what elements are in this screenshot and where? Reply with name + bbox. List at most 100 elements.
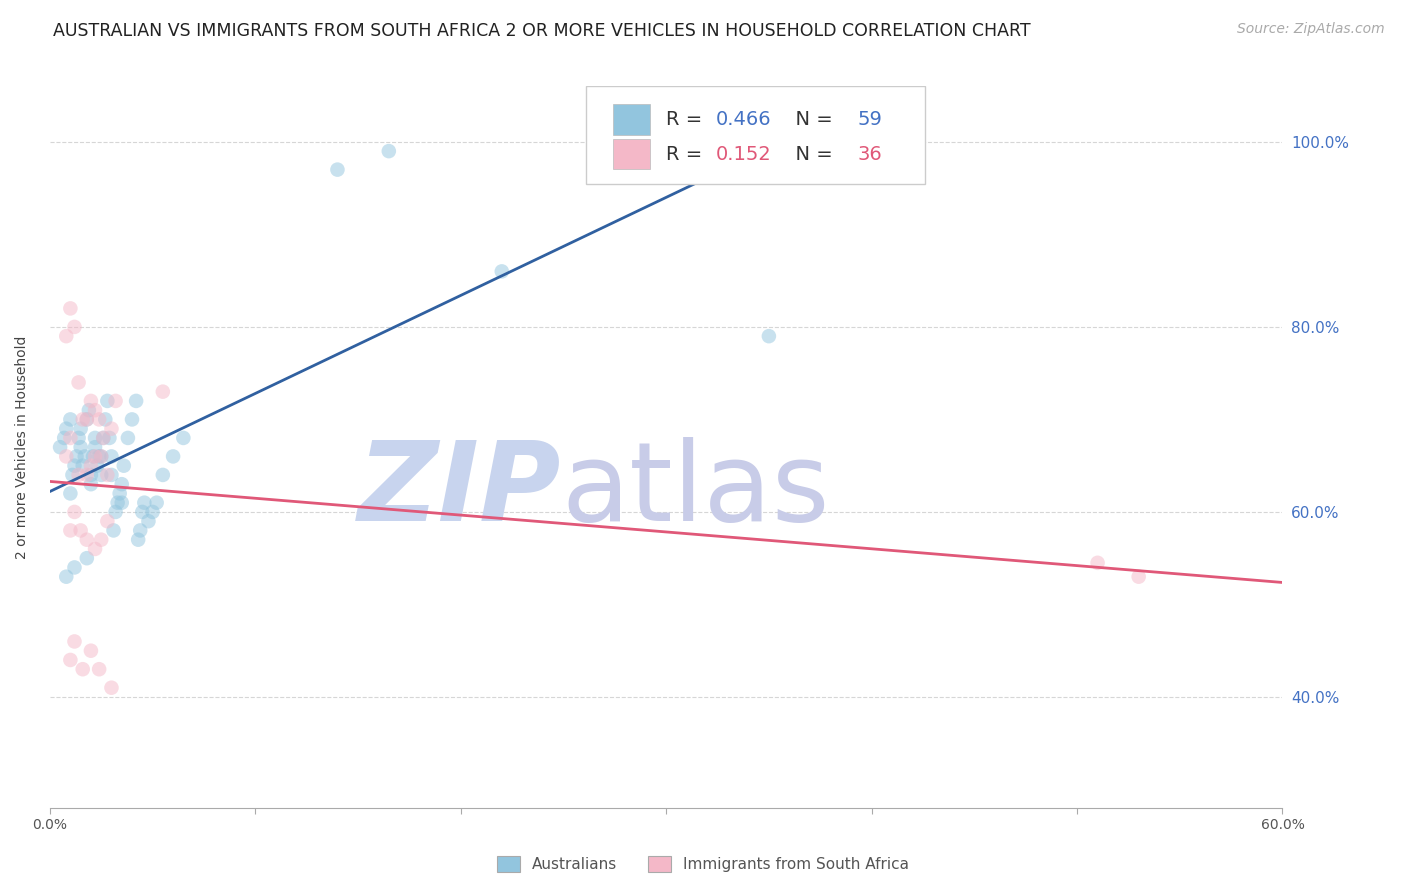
Point xyxy=(69,422,91,436)
Point xyxy=(59,431,82,445)
Point xyxy=(91,431,114,445)
Point xyxy=(76,533,98,547)
Point xyxy=(59,524,82,538)
Point xyxy=(63,634,86,648)
FancyBboxPatch shape xyxy=(613,139,650,169)
Text: R =: R = xyxy=(666,145,709,164)
Point xyxy=(125,393,148,408)
Point xyxy=(63,458,86,473)
Point xyxy=(67,467,90,482)
Point xyxy=(65,450,87,464)
Point xyxy=(76,467,98,482)
Point xyxy=(55,329,77,343)
Point xyxy=(491,264,513,278)
Point xyxy=(89,450,111,464)
Point xyxy=(80,393,103,408)
Point xyxy=(138,514,160,528)
Point xyxy=(103,524,125,538)
Text: 59: 59 xyxy=(858,110,882,129)
Point xyxy=(69,440,91,454)
Text: N =: N = xyxy=(783,110,839,129)
Point xyxy=(134,496,156,510)
Point xyxy=(104,393,127,408)
Point xyxy=(100,450,122,464)
Point xyxy=(162,450,184,464)
Point xyxy=(80,467,103,482)
Point xyxy=(117,431,139,445)
Point xyxy=(76,551,98,566)
Point xyxy=(90,450,112,464)
Point xyxy=(72,662,94,676)
Point xyxy=(100,467,122,482)
FancyBboxPatch shape xyxy=(613,104,650,135)
Point xyxy=(84,541,107,556)
Point xyxy=(152,467,174,482)
Point xyxy=(63,505,86,519)
Point xyxy=(73,450,96,464)
Point xyxy=(100,422,122,436)
Text: 0.152: 0.152 xyxy=(716,145,772,164)
Point xyxy=(131,505,153,519)
Text: 36: 36 xyxy=(858,145,882,164)
Point xyxy=(94,412,117,426)
Point xyxy=(80,477,103,491)
Point xyxy=(80,458,103,473)
Point xyxy=(129,524,152,538)
Point xyxy=(55,422,77,436)
Point xyxy=(63,319,86,334)
Point xyxy=(80,643,103,657)
Point xyxy=(84,450,107,464)
Point xyxy=(111,477,134,491)
Point xyxy=(603,135,626,149)
Point xyxy=(62,467,84,482)
Point xyxy=(675,144,697,158)
Point xyxy=(84,440,107,454)
Point xyxy=(59,653,82,667)
Text: 0.466: 0.466 xyxy=(716,110,770,129)
Point xyxy=(59,412,82,426)
Point xyxy=(77,403,100,417)
Point xyxy=(96,467,118,482)
Text: R =: R = xyxy=(666,110,709,129)
Point xyxy=(90,450,112,464)
Point xyxy=(152,384,174,399)
Point xyxy=(111,496,134,510)
Point xyxy=(53,431,76,445)
Point xyxy=(90,467,112,482)
Point xyxy=(127,533,149,547)
Point xyxy=(55,570,77,584)
Point xyxy=(49,440,72,454)
Point xyxy=(84,431,107,445)
Point xyxy=(107,496,129,510)
Point xyxy=(89,412,111,426)
Point xyxy=(72,458,94,473)
FancyBboxPatch shape xyxy=(586,87,925,184)
Point xyxy=(100,681,122,695)
Point xyxy=(378,144,401,158)
Point xyxy=(89,662,111,676)
Point xyxy=(96,514,118,528)
Text: ZIP: ZIP xyxy=(359,437,561,544)
Text: atlas: atlas xyxy=(561,437,830,544)
Point xyxy=(63,560,86,574)
Point xyxy=(72,412,94,426)
Point xyxy=(1087,556,1109,570)
Point xyxy=(145,496,167,510)
Y-axis label: 2 or more Vehicles in Household: 2 or more Vehicles in Household xyxy=(15,335,30,559)
Point xyxy=(104,505,127,519)
Text: AUSTRALIAN VS IMMIGRANTS FROM SOUTH AFRICA 2 OR MORE VEHICLES IN HOUSEHOLD CORRE: AUSTRALIAN VS IMMIGRANTS FROM SOUTH AFRI… xyxy=(53,22,1031,40)
Point xyxy=(91,431,114,445)
Point xyxy=(67,431,90,445)
Text: N =: N = xyxy=(783,145,839,164)
Point xyxy=(76,412,98,426)
Point xyxy=(172,431,194,445)
Point xyxy=(112,458,135,473)
Point xyxy=(82,450,104,464)
Point xyxy=(1128,570,1150,584)
Point xyxy=(59,486,82,500)
Point xyxy=(98,431,121,445)
Point xyxy=(326,162,349,177)
Point xyxy=(758,329,780,343)
Point xyxy=(108,486,131,500)
Point xyxy=(90,533,112,547)
